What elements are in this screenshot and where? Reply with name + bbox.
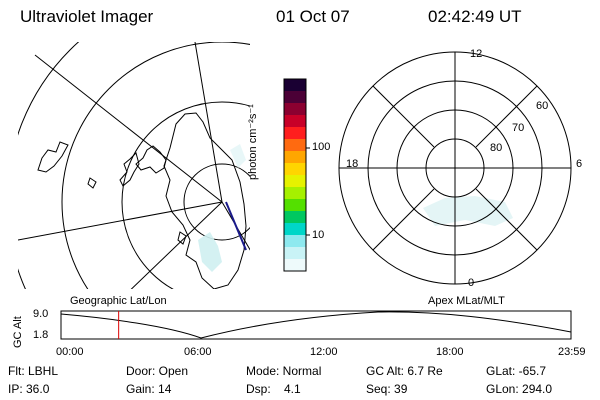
colorbar-cell <box>284 259 306 272</box>
lat-circle <box>61 42 250 289</box>
colorbar-unit-label: photon cm⁻²s⁻¹ <box>247 104 259 180</box>
mlt-label-noon: 12 <box>470 48 483 60</box>
polar-diagonal <box>475 188 538 251</box>
lat-label-80: 80 <box>490 142 503 154</box>
colorbar-tick-100: 100 <box>312 141 331 153</box>
colorbar-cell <box>284 247 306 260</box>
colorbar-cell <box>284 103 306 116</box>
apex-label: Apex MLat/MLT <box>428 295 505 307</box>
x-tick: 23:59 <box>558 346 586 358</box>
date-label: 01 Oct 07 <box>276 7 350 26</box>
y-tick-low: 1.8 <box>33 329 49 341</box>
lat-circle <box>183 163 250 241</box>
geographic-label: Geographic Lat/Lon <box>70 295 167 307</box>
colorbar-cell <box>284 199 306 212</box>
colorbar-cell <box>284 79 306 92</box>
aurora-emission <box>230 144 246 168</box>
seq-status: Seq: 39 <box>366 382 408 396</box>
glat-status: GLat: -65.7 <box>486 364 547 378</box>
coastline <box>119 152 140 187</box>
geographic-map <box>18 42 250 289</box>
coastline <box>177 231 187 245</box>
ip-status: IP: 36.0 <box>8 382 50 396</box>
x-tick: 18:00 <box>436 346 464 358</box>
instrument-title: Ultraviolet Imager <box>20 7 154 26</box>
colorbar-cell <box>284 91 306 104</box>
colorbar-cell <box>284 175 306 188</box>
mlt-label-dawn: 6 <box>576 158 583 170</box>
y-tick-high: 9.0 <box>33 308 49 320</box>
polar-diagonal <box>475 85 538 148</box>
filter-status: Flt: LBHL <box>8 364 59 378</box>
lat-label-60: 60 <box>536 100 549 112</box>
meridian-line <box>130 201 223 289</box>
colorbar-cell <box>284 127 306 140</box>
glon-status: GLon: 294.0 <box>486 382 553 396</box>
mode-status: Mode: Normal <box>246 364 322 378</box>
x-tick: 06:00 <box>184 346 212 358</box>
polar-diagonal <box>372 85 435 148</box>
mlt-label-midnight: 0 <box>468 277 475 289</box>
color-bar <box>283 78 310 272</box>
coastline <box>87 177 97 189</box>
colorbar-cell <box>284 187 306 200</box>
aurora-emission <box>198 232 222 272</box>
coastline <box>163 112 247 289</box>
coastline <box>37 141 69 173</box>
meridian-line <box>18 201 223 241</box>
polar-diagonal <box>372 188 435 251</box>
gc-alt-status: GC Alt: 6.7 Re <box>366 364 443 378</box>
colorbar-cell <box>284 235 306 248</box>
colorbar-cell <box>284 163 306 176</box>
altitude-timeline <box>60 310 572 340</box>
lat-label-70: 70 <box>512 122 525 134</box>
gc-alt-axis-label: GC Alt <box>12 316 24 348</box>
colorbar-cell <box>284 115 306 128</box>
meridian-line <box>221 201 250 251</box>
dsp-status: Dsp: 4.1 <box>246 382 301 396</box>
mlt-label-dusk: 18 <box>346 158 359 170</box>
altitude-curve <box>60 311 572 339</box>
colorbar-cell <box>284 139 306 152</box>
door-status: Door: Open <box>126 364 189 378</box>
x-tick: 12:00 <box>310 346 338 358</box>
aurora-emission <box>423 196 513 226</box>
gain-status: Gain: 14 <box>126 382 172 396</box>
polar-plot <box>338 51 572 285</box>
colorbar-cell <box>284 151 306 164</box>
meridian-line <box>34 54 223 203</box>
colorbar-tick-10: 10 <box>312 229 325 241</box>
colorbar-cell <box>284 211 306 224</box>
meridian-line <box>194 42 223 203</box>
satellite-track <box>225 201 247 251</box>
colorbar-cell <box>284 223 306 236</box>
coastline <box>135 145 167 174</box>
lat-circle <box>121 101 250 289</box>
time-label: 02:42:49 UT <box>428 7 522 26</box>
x-tick: 00:00 <box>56 346 84 358</box>
